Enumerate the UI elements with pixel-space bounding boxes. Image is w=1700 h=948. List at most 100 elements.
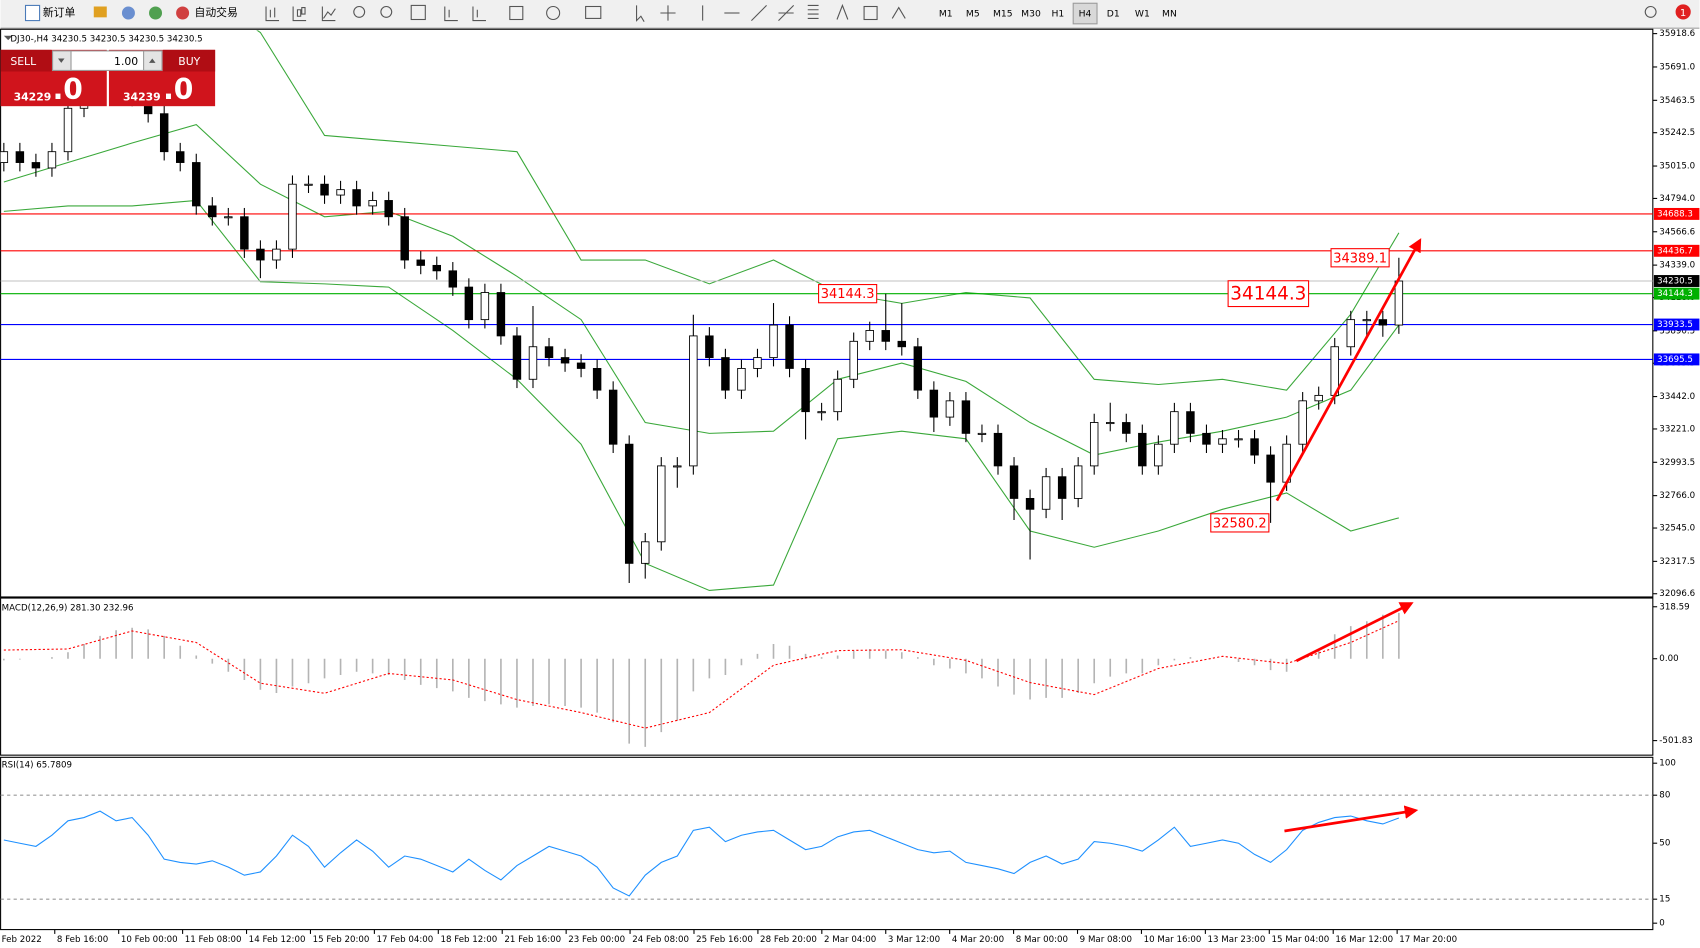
- timeframe-button[interactable]: D1: [1107, 9, 1120, 20]
- x-tick-label: Feb 2022: [2, 935, 42, 945]
- line-chart-tool[interactable]: [321, 6, 336, 22]
- x-tick-label: 16 Mar 12:00: [1335, 935, 1393, 945]
- candle-body: [63, 107, 73, 153]
- zoom-in-tool[interactable]: [353, 5, 366, 18]
- price-annotation-box: [1227, 280, 1310, 308]
- toolbar-icon[interactable]: [93, 6, 107, 18]
- volume-value[interactable]: 1.00: [114, 55, 138, 68]
- cursor-tool[interactable]: [636, 5, 645, 22]
- candle-body: [993, 432, 1003, 467]
- tile-tool[interactable]: [410, 4, 426, 21]
- x-tick-label: 28 Feb 20:00: [760, 935, 817, 945]
- price-annotation-box: [818, 284, 878, 304]
- indicators-tool[interactable]: [509, 5, 524, 21]
- sell-button[interactable]: [0, 49, 52, 72]
- main-chart-panel: [0, 28, 1654, 598]
- timeframe-button[interactable]: M1: [939, 9, 953, 20]
- candle-body: [384, 200, 393, 218]
- candle-body: [785, 324, 794, 369]
- x-tick-label: 14 Feb 12:00: [249, 935, 306, 945]
- x-tick-label: 8 Feb 16:00: [57, 935, 108, 945]
- candle-body: [288, 183, 297, 250]
- candle-body: [1298, 400, 1307, 445]
- timeframe-button[interactable]: M30: [1021, 9, 1041, 20]
- arrow-tool[interactable]: [891, 6, 906, 19]
- toolbar-tools: [265, 3, 1657, 22]
- candle-body: [175, 151, 185, 163]
- fibonacci-tool[interactable]: [807, 4, 819, 19]
- candle-body: [1057, 476, 1067, 499]
- new-order-icon[interactable]: [24, 4, 41, 22]
- new-order-button[interactable]: 新订单: [43, 5, 76, 19]
- trend-arrow: [1275, 238, 1422, 502]
- y-tick-label: 34794.0: [1659, 194, 1695, 204]
- y-tick-label: 15: [1659, 895, 1670, 905]
- zoom-out-tool[interactable]: [380, 5, 393, 18]
- timeframe-button[interactable]: H1: [1052, 9, 1065, 20]
- candle-body: [272, 248, 281, 261]
- timeframe-button[interactable]: H4: [1079, 9, 1092, 20]
- autoscroll-tool[interactable]: [444, 6, 458, 22]
- candle-body: [657, 465, 666, 543]
- notification-badge[interactable]: [1675, 4, 1691, 20]
- candle-body: [1154, 443, 1163, 467]
- buy-label[interactable]: BUY: [178, 55, 200, 68]
- candle-body: [624, 443, 634, 564]
- ask-fraction: .0: [163, 73, 193, 106]
- timeframe-button[interactable]: M5: [966, 9, 980, 20]
- crosshair-tool[interactable]: [660, 5, 676, 21]
- timeframe-button[interactable]: W1: [1135, 9, 1150, 20]
- y-tick-label: 34339.0: [1659, 261, 1695, 271]
- price-level-tag: [1653, 207, 1700, 220]
- price-annotation: 34389.1: [1333, 251, 1387, 266]
- price-level-tag: [1653, 318, 1700, 331]
- macd-plot: [3, 612, 1400, 747]
- y-tick-label: 35242.5: [1659, 128, 1695, 138]
- buy-button[interactable]: [163, 49, 216, 72]
- x-tick-label: 25 Feb 16:00: [696, 935, 753, 945]
- channel-tool[interactable]: [778, 5, 795, 21]
- x-tick-label: 15 Mar 04:00: [1271, 935, 1329, 945]
- auto-trading-button[interactable]: 自动交易: [195, 5, 238, 19]
- toolbar-icon[interactable]: [149, 6, 163, 20]
- shift-tool[interactable]: [472, 6, 486, 22]
- trendline-tool[interactable]: [751, 5, 767, 21]
- bollinger-middle: [3, 123, 1400, 456]
- toolbar-icon[interactable]: [121, 6, 135, 20]
- x-tick-label: 3 Mar 12:00: [888, 935, 940, 945]
- candle-body: [320, 183, 329, 196]
- y-tick-label: 35463.5: [1659, 96, 1695, 106]
- search-button[interactable]: [1644, 5, 1657, 18]
- candle-body: [1170, 411, 1179, 445]
- price-level-label: 34144.3: [1657, 289, 1693, 299]
- text-tool[interactable]: [836, 3, 849, 20]
- candle-body: [576, 362, 586, 369]
- candle-body: [1266, 454, 1275, 483]
- bar-chart-tool[interactable]: [265, 6, 280, 22]
- bollinger-upper: [256, 30, 1400, 391]
- candle-body: [432, 264, 442, 272]
- candle-body: [737, 368, 746, 391]
- x-tick-label: 17 Mar 20:00: [1399, 935, 1457, 945]
- active-timeframe[interactable]: [1072, 2, 1098, 25]
- timeframe-button[interactable]: M15: [993, 9, 1013, 20]
- candle-body: [961, 400, 971, 434]
- candle-body: [721, 357, 730, 391]
- timeframe-button[interactable]: MN: [1162, 9, 1177, 20]
- candle-body: [560, 357, 570, 364]
- sell-label[interactable]: SELL: [10, 55, 36, 68]
- periods-tool[interactable]: [546, 5, 561, 21]
- trade-panel: SELL 1.00 BUY 34229 .0 34239 .0: [0, 49, 216, 107]
- candle-body: [47, 151, 57, 169]
- y-tick-label: 0.00: [1659, 654, 1678, 664]
- auto-trading-icon[interactable]: [176, 6, 190, 20]
- candle-body: [0, 151, 9, 163]
- templates-tool[interactable]: [585, 5, 602, 19]
- y-tick-label: -501.83: [1659, 736, 1692, 746]
- candle-chart-tool[interactable]: [292, 6, 307, 22]
- symbol-header: DJ30-,H4 34230.5 34230.5 34230.5 34230.5: [10, 35, 202, 45]
- candle-body: [945, 400, 955, 418]
- label-tool[interactable]: [863, 5, 878, 21]
- price-level-tag: [1653, 244, 1700, 257]
